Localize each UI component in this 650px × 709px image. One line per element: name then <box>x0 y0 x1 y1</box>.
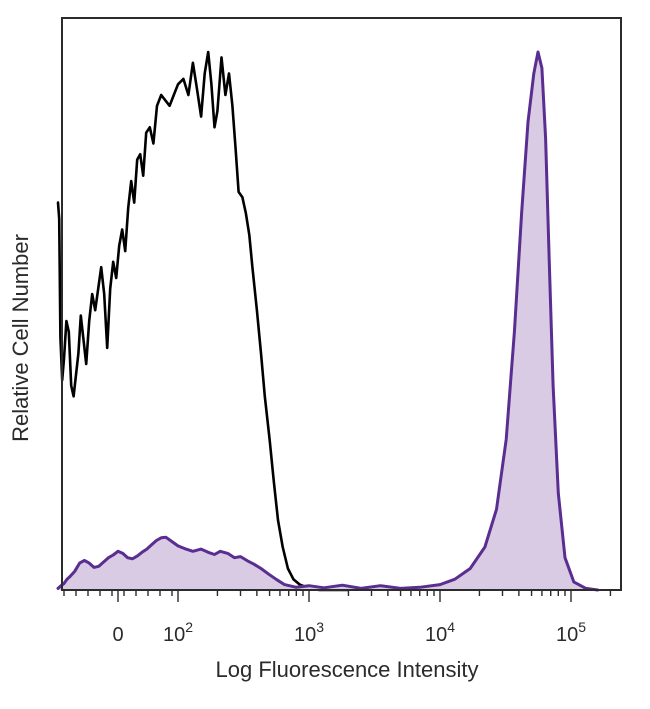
x-axis-label: Log Fluorescence Intensity <box>216 657 479 682</box>
x-tick-label-4: 105 <box>556 619 586 646</box>
x-tick-label-1: 102 <box>163 619 193 646</box>
x-tick-label-0: 0 <box>112 624 123 646</box>
x-axis-tick-labels: 0 102 103 104 105 <box>112 619 586 646</box>
series-0-line <box>56 50 350 592</box>
plot-frame <box>61 17 622 591</box>
series-layer <box>56 50 600 592</box>
series-1-line <box>56 50 600 592</box>
y-axis-label: Relative Cell Number <box>8 234 33 442</box>
x-tick-label-2: 103 <box>294 619 324 646</box>
x-tick-label-3: 104 <box>425 619 455 646</box>
series-1-area <box>58 52 598 590</box>
x-axis-ticks <box>63 590 612 602</box>
